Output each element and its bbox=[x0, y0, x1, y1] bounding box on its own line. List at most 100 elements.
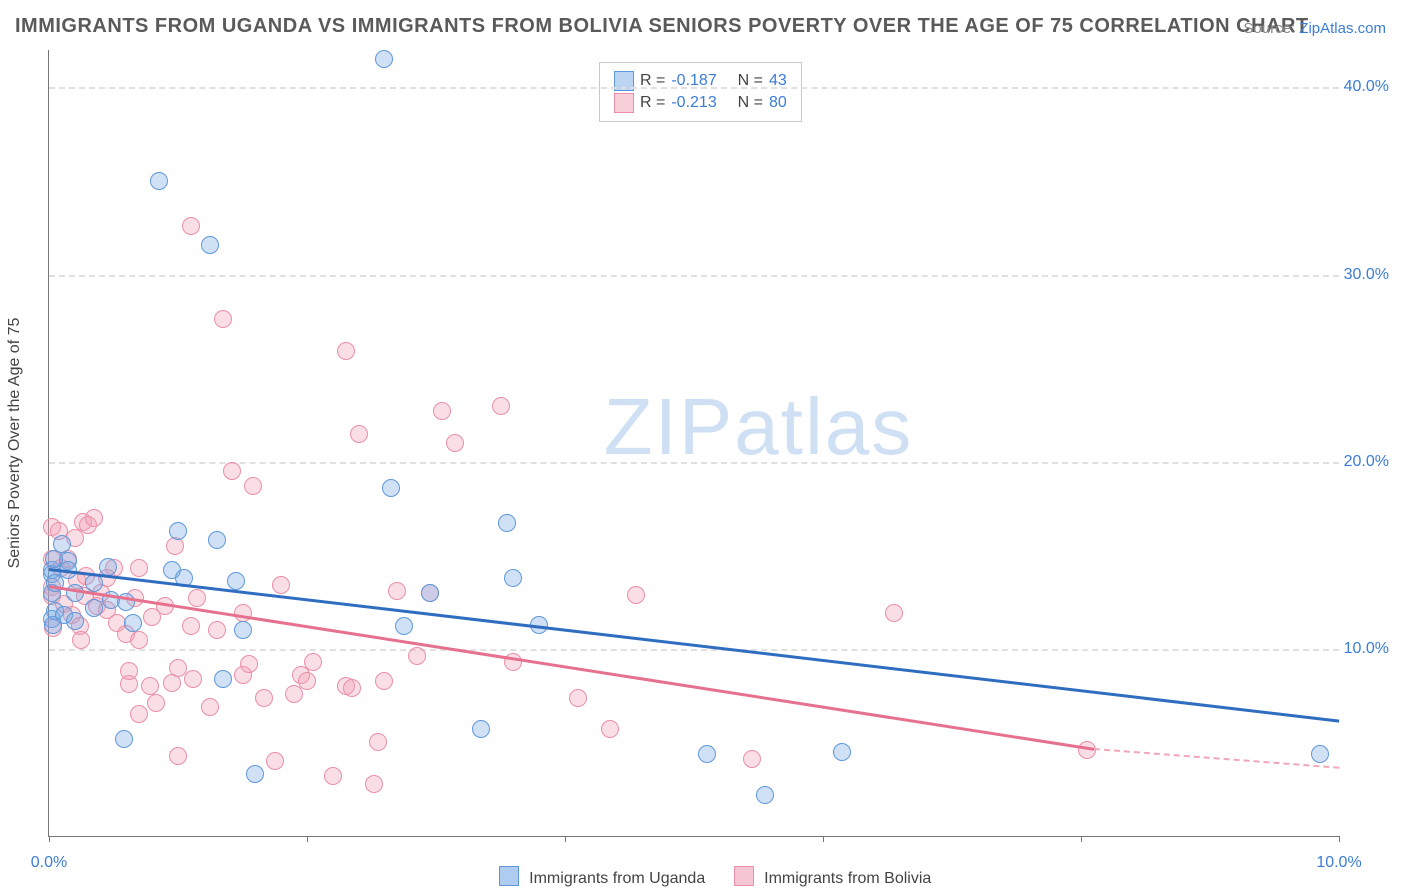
data-point bbox=[569, 689, 587, 707]
r-label: R = bbox=[640, 94, 665, 112]
data-point bbox=[833, 743, 851, 761]
data-point bbox=[99, 558, 117, 576]
data-point bbox=[234, 621, 252, 639]
data-point bbox=[433, 402, 451, 420]
data-point bbox=[124, 614, 142, 632]
data-point bbox=[324, 767, 342, 785]
data-point bbox=[130, 631, 148, 649]
watermark: ZIPatlas bbox=[604, 381, 913, 473]
x-tick bbox=[1339, 836, 1340, 842]
data-point bbox=[188, 589, 206, 607]
data-point bbox=[214, 310, 232, 328]
data-point bbox=[184, 670, 202, 688]
data-point bbox=[182, 217, 200, 235]
data-point bbox=[272, 576, 290, 594]
data-point bbox=[627, 586, 645, 604]
data-point bbox=[182, 617, 200, 635]
data-point bbox=[388, 582, 406, 600]
data-point bbox=[1311, 745, 1329, 763]
legend-row-bolivia: R = -0.213 N = 80 bbox=[614, 93, 787, 113]
trend-line bbox=[49, 568, 1339, 722]
data-point bbox=[246, 765, 264, 783]
data-point bbox=[498, 514, 516, 532]
data-point bbox=[169, 747, 187, 765]
data-point bbox=[395, 617, 413, 635]
legend-swatch-pink bbox=[614, 93, 634, 113]
n-label: N = bbox=[738, 94, 763, 112]
data-point bbox=[66, 612, 84, 630]
watermark-zip: ZIP bbox=[604, 382, 734, 471]
data-point bbox=[375, 50, 393, 68]
x-tick bbox=[49, 836, 50, 842]
correlation-legend: R = -0.187 N = 43 R = -0.213 N = 80 bbox=[599, 62, 802, 122]
data-point bbox=[266, 752, 284, 770]
data-point bbox=[240, 655, 258, 673]
watermark-atlas: atlas bbox=[734, 382, 913, 471]
data-point bbox=[214, 670, 232, 688]
data-point bbox=[201, 236, 219, 254]
data-point bbox=[304, 653, 322, 671]
data-point bbox=[337, 342, 355, 360]
data-point bbox=[45, 550, 63, 568]
y-axis-title: Seniors Poverty Over the Age of 75 bbox=[6, 318, 24, 569]
data-point bbox=[743, 750, 761, 768]
r-value-bolivia: -0.213 bbox=[671, 94, 716, 112]
data-point bbox=[130, 559, 148, 577]
y-tick-label: 30.0% bbox=[1337, 266, 1389, 284]
data-point bbox=[115, 730, 133, 748]
chart-title: IMMIGRANTS FROM UGANDA VS IMMIGRANTS FRO… bbox=[15, 15, 1309, 38]
legend-swatch-pink bbox=[734, 866, 754, 886]
data-point bbox=[421, 584, 439, 602]
data-point bbox=[85, 509, 103, 527]
data-point bbox=[120, 662, 138, 680]
data-point bbox=[85, 599, 103, 617]
source-prefix: Source: bbox=[1243, 20, 1299, 37]
data-point bbox=[369, 733, 387, 751]
data-point bbox=[255, 689, 273, 707]
data-point bbox=[382, 479, 400, 497]
series-legend: Immigrants from Uganda Immigrants from B… bbox=[0, 866, 1406, 888]
data-point bbox=[66, 584, 84, 602]
trend-line bbox=[49, 585, 1094, 750]
source-link[interactable]: ZipAtlas.com bbox=[1299, 20, 1386, 37]
data-point bbox=[169, 522, 187, 540]
data-point bbox=[208, 621, 226, 639]
x-tick bbox=[1081, 836, 1082, 842]
data-point bbox=[446, 434, 464, 452]
gridline bbox=[49, 649, 1339, 651]
data-point bbox=[472, 720, 490, 738]
plot-area: ZIPatlas Seniors Poverty Over the Age of… bbox=[48, 50, 1339, 837]
data-point bbox=[85, 574, 103, 592]
n-value-bolivia: 80 bbox=[769, 94, 787, 112]
x-tick bbox=[823, 836, 824, 842]
legend-label-bolivia: Immigrants from Bolivia bbox=[764, 870, 931, 887]
data-point bbox=[375, 672, 393, 690]
data-point bbox=[492, 397, 510, 415]
data-point bbox=[698, 745, 716, 763]
y-tick-label: 20.0% bbox=[1337, 453, 1389, 471]
data-point bbox=[343, 679, 361, 697]
data-point bbox=[201, 698, 219, 716]
data-point bbox=[504, 569, 522, 587]
x-tick bbox=[565, 836, 566, 842]
data-point bbox=[601, 720, 619, 738]
scatter-plot: ZIPatlas Seniors Poverty Over the Age of… bbox=[48, 50, 1388, 840]
data-point bbox=[130, 705, 148, 723]
legend-label-uganda: Immigrants from Uganda bbox=[529, 870, 705, 887]
data-point bbox=[169, 659, 187, 677]
data-point bbox=[223, 462, 241, 480]
data-point bbox=[350, 425, 368, 443]
data-point bbox=[147, 694, 165, 712]
gridline bbox=[49, 275, 1339, 277]
data-point bbox=[298, 672, 316, 690]
data-point bbox=[244, 477, 262, 495]
data-point bbox=[208, 531, 226, 549]
data-point bbox=[408, 647, 426, 665]
gridline bbox=[49, 87, 1339, 89]
gridline bbox=[49, 462, 1339, 464]
y-tick-label: 40.0% bbox=[1337, 78, 1389, 96]
data-point bbox=[365, 775, 383, 793]
y-tick-label: 10.0% bbox=[1337, 640, 1389, 658]
data-point bbox=[227, 572, 245, 590]
data-point bbox=[885, 604, 903, 622]
